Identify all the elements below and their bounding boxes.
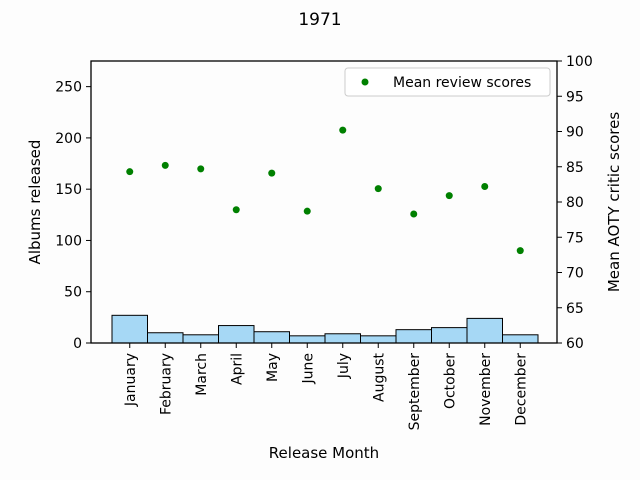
x-tick-label-may: May xyxy=(265,353,281,382)
y-tick-label: 250 xyxy=(55,80,82,96)
x-tick-label-december: December xyxy=(513,353,529,426)
y2-tick-label: 80 xyxy=(566,195,584,211)
bar-april xyxy=(218,325,255,344)
y2-tick-label: 75 xyxy=(566,230,584,246)
score-point-march xyxy=(197,165,205,173)
y2-tick-label: 85 xyxy=(566,160,584,176)
score-point-january xyxy=(126,168,134,176)
bar-december xyxy=(502,334,539,344)
y-tick-label: 50 xyxy=(64,285,82,301)
y-tick-label: 150 xyxy=(55,182,82,198)
x-tick-label-march: March xyxy=(194,353,210,396)
score-point-april xyxy=(232,206,240,214)
bars-layer xyxy=(111,314,539,344)
bar-june xyxy=(289,335,326,344)
score-point-february xyxy=(161,161,169,169)
x-tick-label-september: September xyxy=(407,353,423,431)
axes-layer: 0 50 100 150 200 250 60 65 70 75 80 85 90 95 100 Januar… xyxy=(55,54,592,430)
bar-november xyxy=(466,317,503,344)
score-point-may xyxy=(268,169,276,177)
bar-may xyxy=(253,331,290,344)
y-tick-label: 200 xyxy=(55,131,82,147)
y-axis-label: Albums released xyxy=(26,140,44,265)
bar-october xyxy=(431,327,468,344)
y-tick-label: 0 xyxy=(73,336,82,352)
score-point-november xyxy=(481,182,489,190)
bar-march xyxy=(182,334,219,344)
plot-frame xyxy=(90,60,558,344)
legend-box xyxy=(344,67,551,97)
x-tick-label-february: February xyxy=(158,353,174,415)
score-point-june xyxy=(303,207,311,215)
x-tick-label-january: January xyxy=(123,353,139,407)
chart-title: 1971 xyxy=(298,10,341,30)
y2-tick-label: 65 xyxy=(566,301,584,317)
bar-august xyxy=(360,335,397,344)
y-tick-label: 100 xyxy=(55,233,82,249)
bar-january xyxy=(111,314,148,344)
bar-september xyxy=(395,329,432,344)
y2-tick-label: 60 xyxy=(566,336,584,352)
x-tick-label-july: July xyxy=(336,353,352,379)
score-point-october xyxy=(445,192,453,200)
y2-tick-label: 90 xyxy=(566,125,584,141)
score-point-september xyxy=(410,210,418,218)
score-point-december xyxy=(516,247,524,255)
bar-july xyxy=(324,333,361,344)
x-axis-label: Release Month xyxy=(269,444,379,462)
legend-marker xyxy=(361,78,369,86)
x-tick-label-august: August xyxy=(371,352,387,402)
x-tick-label-june: June xyxy=(300,353,316,385)
score-point-july xyxy=(339,126,347,134)
score-point-august xyxy=(374,185,382,193)
x-tick-label-april: April xyxy=(229,353,245,385)
bar-february xyxy=(147,332,184,344)
y2-tick-label: 70 xyxy=(566,266,584,282)
legend: Mean review scores xyxy=(344,67,551,97)
x-tick-label-october: October xyxy=(442,353,458,409)
legend-label: Mean review scores xyxy=(393,75,531,91)
points-layer xyxy=(126,126,524,255)
y2-axis-label: Mean AOTY critic scores xyxy=(605,112,623,292)
y2-tick-label: 95 xyxy=(566,89,584,105)
x-tick-label-november: November xyxy=(478,353,494,426)
y2-tick-label: 100 xyxy=(566,54,593,70)
